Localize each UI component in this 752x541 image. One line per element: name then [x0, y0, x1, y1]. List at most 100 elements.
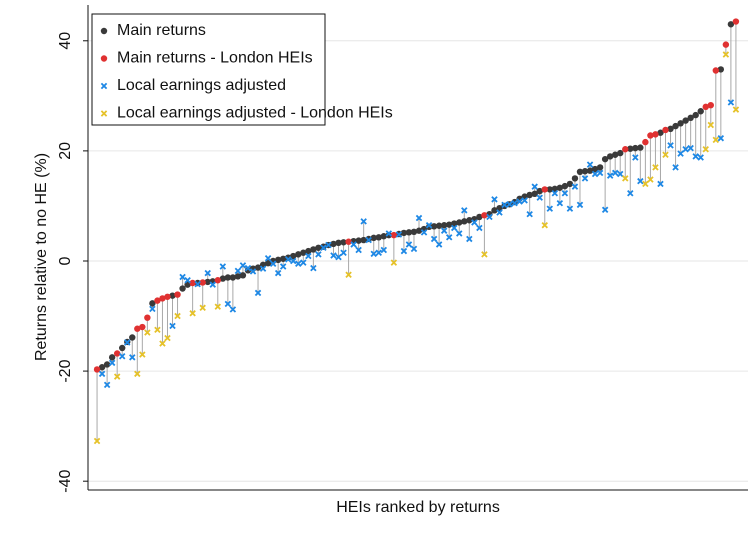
cross-marker	[440, 227, 448, 234]
dot-marker	[682, 117, 689, 124]
cross-marker	[229, 306, 237, 313]
dot-marker	[219, 275, 227, 282]
cross-marker	[124, 339, 131, 346]
cross-marker	[581, 175, 589, 182]
cross-marker	[662, 151, 669, 158]
dot-marker	[581, 168, 589, 175]
cross-marker	[697, 154, 704, 161]
dot-marker	[627, 145, 634, 152]
dot-marker	[335, 239, 342, 247]
dot-marker	[647, 132, 654, 139]
dot-marker	[566, 180, 574, 188]
cross-marker	[616, 170, 624, 178]
cross-marker	[445, 234, 453, 241]
cross-marker	[149, 305, 156, 313]
dot-marker	[340, 239, 347, 246]
dot-marker	[617, 149, 624, 157]
cross-marker	[541, 221, 549, 229]
cross-marker	[234, 267, 242, 275]
cross-marker	[340, 249, 347, 256]
dot-marker	[672, 122, 679, 130]
dot-marker	[113, 350, 121, 357]
cross-marker	[305, 252, 312, 260]
cross-marker	[335, 253, 342, 261]
cross-marker	[300, 259, 307, 266]
cross-marker	[657, 180, 664, 188]
cross-marker	[707, 121, 715, 129]
dot-marker	[300, 249, 307, 256]
dot-marker	[576, 168, 584, 176]
dot-marker	[149, 300, 156, 307]
cross-marker	[375, 249, 382, 256]
dot-marker	[98, 364, 106, 371]
dot-marker	[405, 229, 413, 236]
dot-marker	[466, 217, 473, 224]
cross-marker	[521, 197, 528, 204]
dot-marker	[134, 325, 141, 332]
cross-marker	[481, 251, 488, 258]
cross-marker	[551, 190, 559, 197]
cross-marker	[385, 230, 393, 237]
dot-marker	[330, 240, 337, 248]
dot-marker	[687, 114, 694, 122]
dot-marker	[390, 231, 398, 239]
cross-marker	[531, 183, 538, 190]
cross-marker	[108, 359, 116, 367]
cross-marker	[290, 257, 297, 265]
cross-marker	[194, 280, 201, 288]
y-tick-label: -20	[57, 359, 74, 382]
cross-marker	[450, 224, 458, 232]
dot-marker	[657, 129, 664, 136]
cross-marker	[259, 265, 267, 272]
dot-marker	[727, 21, 735, 28]
dot-marker	[611, 151, 619, 158]
dot-marker	[154, 297, 161, 304]
cross-marker	[350, 241, 357, 248]
cross-marker	[325, 241, 332, 249]
dot-marker	[722, 41, 730, 48]
cross-marker	[722, 51, 730, 58]
dot-marker	[461, 218, 468, 225]
cross-marker	[100, 82, 108, 90]
dot-marker	[662, 126, 669, 134]
dot-marker	[481, 212, 488, 219]
cross-marker	[204, 269, 211, 277]
cross-marker	[622, 175, 629, 182]
dot-marker	[400, 229, 408, 237]
cross-marker	[576, 201, 584, 209]
dot-marker	[445, 221, 453, 228]
cross-marker	[466, 235, 473, 243]
cross-marker	[727, 99, 735, 106]
cross-marker	[184, 277, 191, 284]
cross-marker	[129, 354, 136, 361]
dot-marker	[546, 186, 553, 193]
cross-marker	[672, 164, 679, 171]
cross-marker	[566, 205, 574, 212]
cross-marker	[370, 250, 377, 258]
cross-marker	[561, 190, 569, 197]
cross-marker	[189, 310, 196, 317]
dot-marker	[199, 279, 206, 286]
cross-marker	[320, 244, 327, 252]
dot-marker	[234, 273, 242, 280]
dot-marker	[103, 361, 111, 368]
dot-marker	[591, 165, 599, 173]
dot-marker	[360, 236, 367, 244]
dot-marker	[430, 223, 438, 230]
cross-marker	[702, 145, 709, 153]
cross-marker	[642, 180, 649, 188]
cross-marker	[214, 303, 222, 310]
dot-marker	[677, 120, 684, 127]
x-axis-label: HEIs ranked by returns	[336, 499, 500, 516]
dot-marker	[440, 222, 448, 229]
dot-marker	[697, 108, 704, 115]
dot-marker	[536, 187, 543, 195]
dot-marker	[476, 213, 483, 221]
cross-marker	[632, 154, 639, 161]
cross-marker	[511, 199, 518, 207]
cross-marker	[692, 153, 699, 160]
dot-marker	[707, 101, 714, 109]
cross-marker	[154, 326, 161, 334]
dot-marker	[637, 144, 644, 151]
